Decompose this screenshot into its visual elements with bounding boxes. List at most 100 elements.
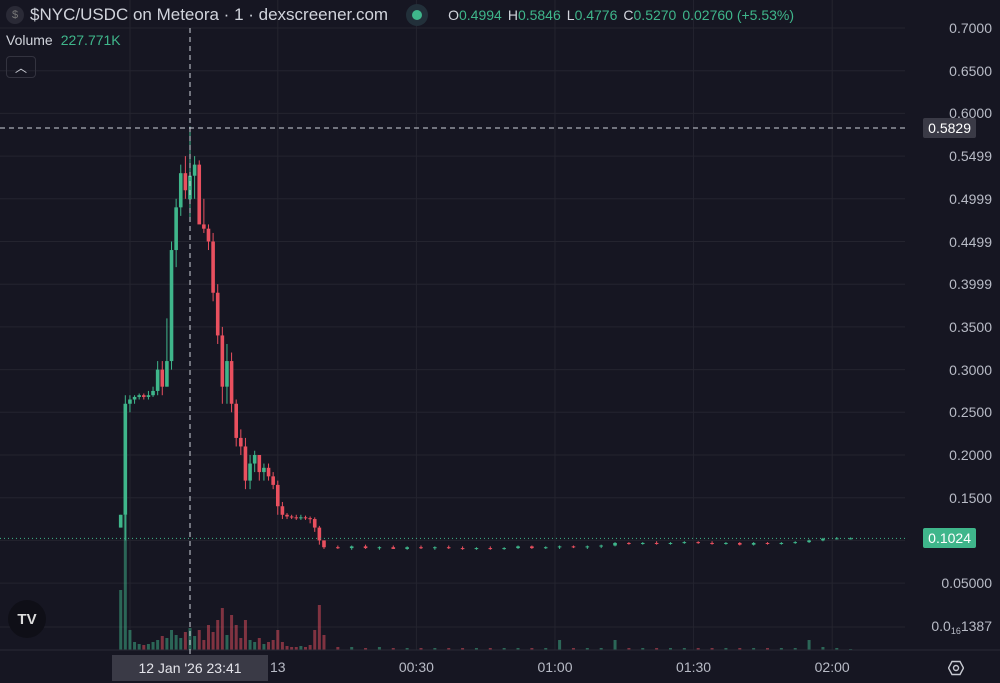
market-status-icon[interactable] [406,4,429,26]
volume-bar [146,644,150,650]
price-tick-label: 0.6500 [949,62,992,79]
candle-body [151,390,155,396]
candle-body [178,173,183,208]
candle-body [405,547,409,549]
volume-bar [257,638,261,650]
settings-icon[interactable] [948,660,964,676]
price-tick-label: 0.6000 [949,105,992,122]
collapse-legend-button[interactable]: ︿ [6,56,36,78]
volume-bar [821,647,825,650]
volume-bar [304,647,307,650]
candle-body [132,396,137,400]
time-tick-label: 01:00 [537,659,573,675]
volume-bar [461,648,465,650]
candle-body [848,538,853,540]
candle-body [433,547,437,549]
volume-bar [170,630,174,650]
volume-bar [234,625,238,650]
price-tick-label: 0.5499 [949,148,992,165]
volume-bar [133,642,137,650]
candle-body [239,437,243,447]
volume-bar [308,645,312,650]
crosshair-price-label: 0.5829 [923,118,976,138]
candle-body [248,463,252,481]
candle-body [488,548,493,550]
candle-body [211,241,215,293]
candle-body [243,446,248,481]
volume-bar [280,642,284,650]
candle-body [285,514,289,517]
dollar-icon: $ [6,6,24,24]
volume-bar [405,648,409,650]
candle-body [266,467,271,477]
volume-bar [294,647,298,650]
volume-bar [544,648,548,650]
candle-body [668,542,673,544]
candle-body [312,519,317,528]
volume-bar [364,648,368,650]
volume-bar [253,642,257,650]
volume-bar [655,648,659,650]
candle-body [317,527,322,541]
tradingview-logo-icon[interactable]: TV [8,600,46,638]
candle-body [280,506,285,515]
volume-bar [779,648,783,650]
grid [0,0,905,650]
volume-bar [516,648,520,650]
volume-bar [322,635,326,650]
candle-body [262,467,266,473]
price-tick-label: 0.1500 [949,489,992,506]
candle-body [252,455,257,464]
volume-bar [174,635,178,650]
volume-bar [197,630,201,650]
candle-body [275,484,280,507]
volume-bar [299,646,303,650]
volume-bar [165,638,169,650]
candle-body [303,517,308,519]
candle-body [257,455,262,473]
candle-body [391,547,396,549]
time-tick-label: 00:30 [398,659,434,675]
candle-body [137,395,141,397]
price-tick-label: 0.3000 [949,361,992,378]
candle-body [446,547,451,549]
volume-bar [724,648,728,650]
candle-body [202,224,206,229]
candle-body [155,369,160,391]
volume-bar [571,648,575,650]
volume-bar [179,638,183,650]
candle-body [460,548,465,550]
candle-body [585,546,590,548]
candles [118,126,853,550]
candle-body [710,542,714,544]
volume-bar [585,648,589,650]
candle-body [160,369,165,387]
candle-body [142,395,146,397]
volume-bar [317,605,321,650]
volume-bar [696,648,700,650]
volume-bar [183,632,187,650]
price-tick-label: 0.3999 [949,276,992,293]
chart-header: $ $NYC/USDC on Meteora · 1 · dexscreener… [6,4,794,26]
candle-body [197,164,202,225]
candle-body [516,546,520,549]
volume-bar [151,642,155,650]
candle-body [123,403,128,515]
volume-bar [248,640,252,650]
candle-body [807,540,811,543]
price-tick-label: 0.7000 [949,20,992,36]
volume-bar [313,630,317,650]
volume-bar [142,645,146,650]
volume-bar [211,632,215,650]
volume-bar [641,648,645,650]
volume-bar [488,648,492,650]
volume-legend: Volume 227.771K [6,32,121,48]
volume-bar [668,648,672,650]
candle-body [183,173,188,191]
volume-bar [627,648,631,650]
volume-bar [243,620,247,650]
volume-bar [447,648,451,650]
candle-body [474,548,479,550]
volume-bar [752,648,756,650]
